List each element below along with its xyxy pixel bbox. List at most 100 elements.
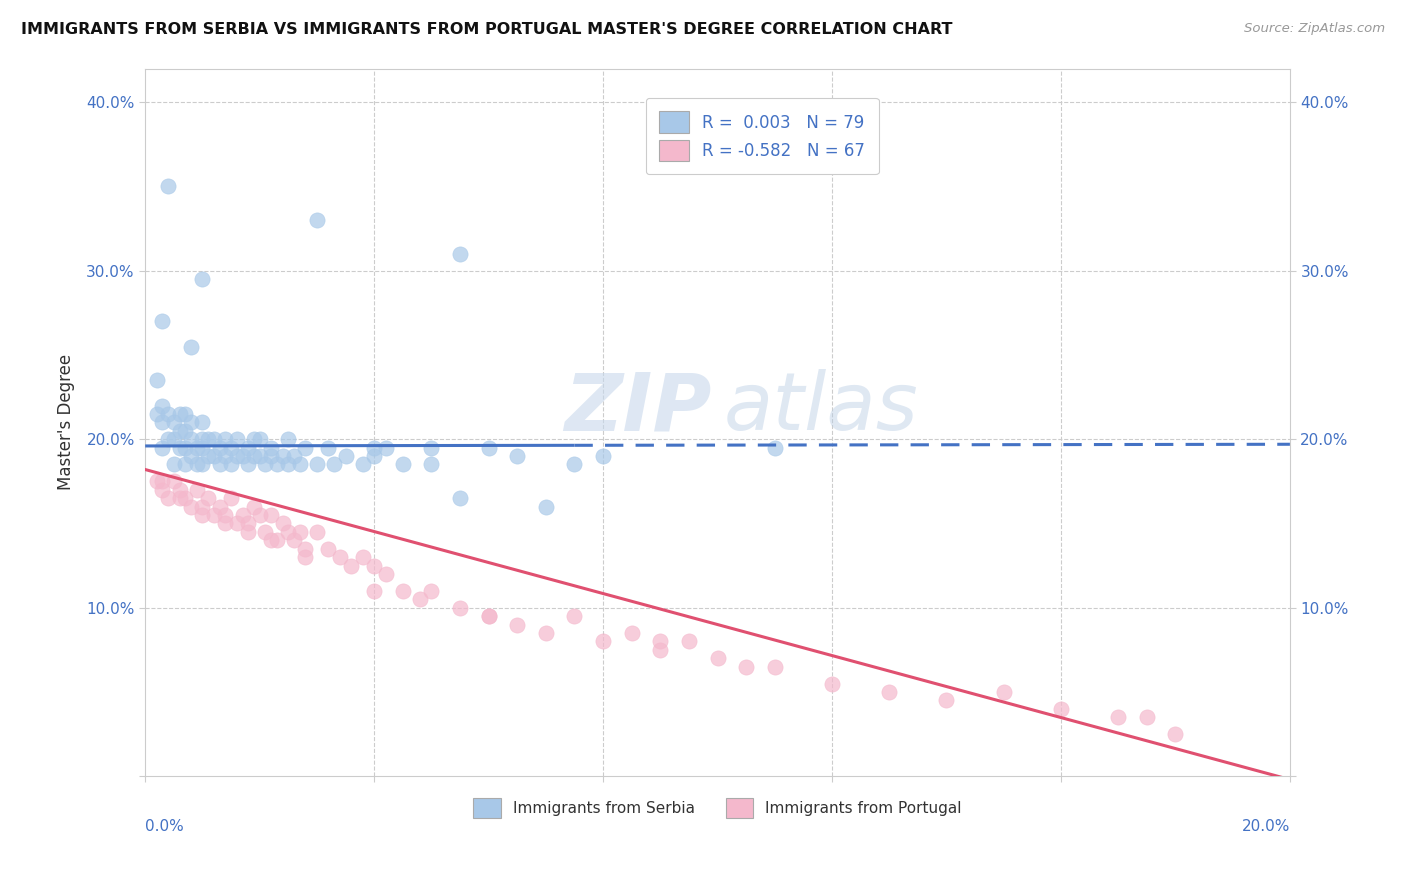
Point [169, 424, 191, 438]
Point [225, 432, 247, 446]
Point [238, 441, 260, 455]
Point [150, 483, 173, 497]
Text: Source: ZipAtlas.com: Source: ZipAtlas.com [1244, 22, 1385, 36]
Point [145, 475, 167, 489]
Point [243, 500, 266, 514]
Point [208, 500, 231, 514]
Point [352, 458, 374, 472]
Point [191, 272, 214, 286]
Point [260, 533, 283, 548]
Point [420, 441, 443, 455]
Text: ZIP: ZIP [564, 369, 711, 447]
Point [363, 583, 385, 598]
Point [329, 550, 352, 565]
Point [191, 432, 214, 446]
Point [214, 449, 236, 463]
Point [191, 508, 214, 522]
Point [197, 449, 219, 463]
Point [157, 407, 180, 421]
Point [1164, 727, 1187, 741]
Point [534, 500, 557, 514]
Point [294, 441, 316, 455]
Point [305, 213, 328, 227]
Point [180, 449, 202, 463]
Point [180, 432, 202, 446]
Text: 0.0%: 0.0% [145, 819, 184, 834]
Point [449, 247, 471, 261]
Point [197, 491, 219, 505]
Point [243, 449, 266, 463]
Point [420, 458, 443, 472]
Point [305, 524, 328, 539]
Point [266, 533, 288, 548]
Point [186, 458, 208, 472]
Point [191, 441, 214, 455]
Point [208, 458, 231, 472]
Point [352, 550, 374, 565]
Point [877, 685, 900, 699]
Point [219, 458, 242, 472]
Point [202, 432, 225, 446]
Point [202, 508, 225, 522]
Point [238, 458, 260, 472]
Point [763, 441, 786, 455]
Point [288, 524, 311, 539]
Point [277, 458, 299, 472]
Point [169, 491, 191, 505]
Point [163, 458, 186, 472]
Point [174, 491, 197, 505]
Point [150, 475, 173, 489]
Point [534, 626, 557, 640]
Point [1107, 710, 1129, 724]
Point [340, 558, 363, 573]
Point [821, 676, 844, 690]
Point [238, 524, 260, 539]
Point [260, 508, 283, 522]
Point [186, 441, 208, 455]
Point [993, 685, 1015, 699]
Point [186, 483, 208, 497]
Point [180, 500, 202, 514]
Point [260, 449, 283, 463]
Point [420, 583, 443, 598]
Point [409, 592, 432, 607]
Point [260, 441, 283, 455]
Point [478, 609, 501, 624]
Point [157, 179, 180, 194]
Point [174, 424, 197, 438]
Point [323, 458, 346, 472]
Point [225, 449, 247, 463]
Point [305, 458, 328, 472]
Point [363, 558, 385, 573]
Point [266, 458, 288, 472]
Point [935, 693, 957, 707]
Point [277, 524, 299, 539]
Point [678, 634, 700, 648]
Point [1136, 710, 1159, 724]
Point [564, 609, 586, 624]
Point [214, 508, 236, 522]
Point [706, 651, 728, 665]
Point [231, 449, 253, 463]
Point [254, 458, 277, 472]
Point [374, 566, 396, 581]
Point [271, 449, 294, 463]
Point [202, 449, 225, 463]
Point [592, 634, 614, 648]
Point [283, 533, 305, 548]
Point [157, 432, 180, 446]
Point [335, 449, 357, 463]
Point [174, 441, 197, 455]
Point [283, 449, 305, 463]
Point [145, 407, 167, 421]
Point [150, 314, 173, 328]
Point [277, 432, 299, 446]
Point [449, 491, 471, 505]
Point [318, 441, 340, 455]
Point [214, 432, 236, 446]
Point [214, 516, 236, 531]
Point [506, 449, 529, 463]
Legend: Immigrants from Serbia, Immigrants from Portugal: Immigrants from Serbia, Immigrants from … [465, 790, 970, 825]
Point [169, 483, 191, 497]
Point [150, 399, 173, 413]
